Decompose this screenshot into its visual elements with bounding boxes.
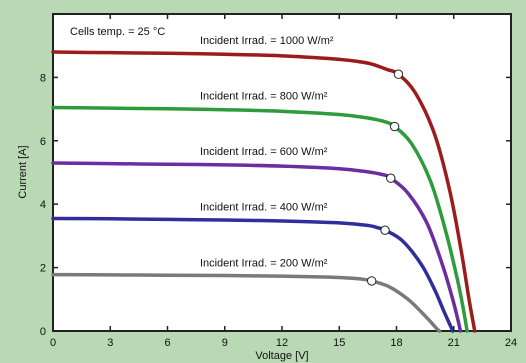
series-label-1000: Incident Irrad. = 1000 W/m² [200,35,334,47]
mpp-marker-600 [386,173,396,183]
x-axis-title: Voltage [V] [255,350,308,362]
series-label-400: Incident Irrad. = 400 W/m² [200,201,328,213]
series-line-1000 [51,50,477,333]
y-tick-label: 8 [40,72,46,84]
x-tick-label: 21 [448,337,460,349]
mpp-marker-400 [380,225,390,235]
y-tick-label: 2 [40,263,46,275]
x-tick-label: 3 [107,337,113,349]
x-tick-label: 6 [164,337,170,349]
series-line-200 [51,272,442,333]
x-tick-label: 12 [276,337,288,349]
temperature-annotation: Cells temp. = 25 °C [70,26,165,38]
x-tick-label: 18 [390,337,402,349]
mpp-markers [366,69,404,286]
x-tick-label: 24 [505,337,517,349]
series-line-600 [51,161,463,333]
y-axis-title: Current [A] [17,145,29,198]
x-tick-label: 0 [50,337,56,349]
series-line-400 [51,216,455,333]
series-line-800 [51,105,469,333]
series-labels: Incident Irrad. = 1000 W/m² Incident Irra… [200,35,334,270]
x-tick-label: 9 [222,337,228,349]
y-tick-label: 0 [40,326,46,338]
series-group [51,50,477,333]
series-label-200: Incident Irrad. = 200 W/m² [200,258,328,270]
series-label-600: Incident Irrad. = 600 W/m² [200,146,328,158]
mpp-marker-200 [366,276,377,286]
mpp-marker-1000 [393,69,404,79]
x-tick-label: 15 [333,337,345,349]
y-tick-label: 4 [40,199,46,211]
plot-area [52,13,512,332]
mpp-marker-800 [389,121,400,132]
y-tick-label: 6 [40,136,46,148]
series-label-800: Incident Irrad. = 800 W/m² [200,91,328,103]
